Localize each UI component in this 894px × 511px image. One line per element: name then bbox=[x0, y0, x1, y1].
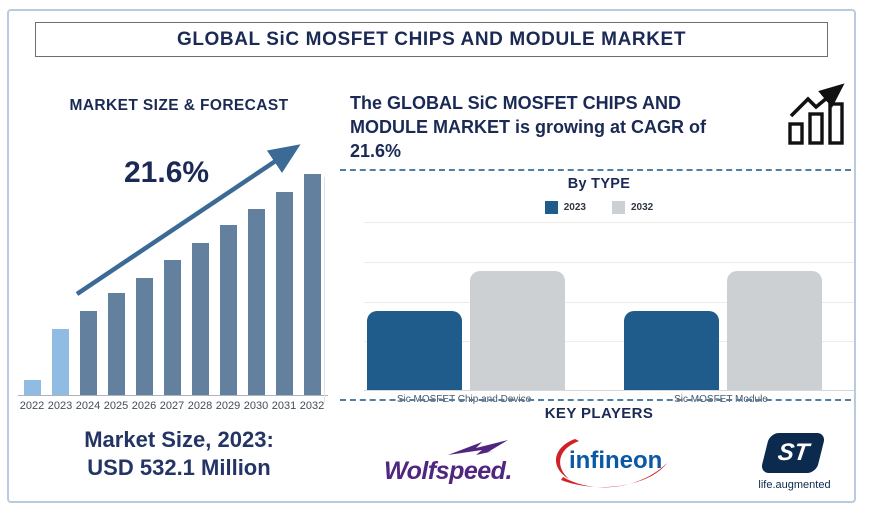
legend-swatch-2023 bbox=[544, 201, 558, 214]
growth-arrow-icon bbox=[75, 144, 301, 296]
forecast-bar-2030 bbox=[247, 209, 265, 395]
year-label-2030: 2030 bbox=[243, 400, 269, 412]
legend-label-2032: 2032 bbox=[631, 202, 654, 213]
year-label-2026: 2026 bbox=[131, 400, 157, 412]
st-tagline: life.augmented bbox=[758, 479, 831, 491]
st-logo: ST life.augmented bbox=[737, 427, 852, 503]
wolfspeed-logo: Wolfspeed. bbox=[384, 439, 524, 499]
forecast-axis-line bbox=[18, 395, 328, 396]
growth-chart-icon bbox=[788, 83, 845, 145]
dashed-divider-top bbox=[340, 169, 851, 171]
infineon-logo: infineon bbox=[549, 427, 677, 499]
bar-2032-chip-and-device bbox=[470, 271, 565, 390]
title-box: GLOBAL SiC MOSFET CHIPS AND MODULE MARKE… bbox=[35, 22, 828, 57]
forecast-col-2022 bbox=[18, 162, 46, 395]
year-label-2022: 2022 bbox=[19, 400, 45, 412]
forecast-bar-2022 bbox=[23, 380, 41, 395]
year-label-2025: 2025 bbox=[103, 400, 129, 412]
growth-statement: The GLOBAL SiC MOSFET CHIPS AND MODULE M… bbox=[350, 93, 706, 162]
wolfspeed-wordmark: Wolfspeed. bbox=[384, 457, 512, 485]
forecast-bar-2028 bbox=[191, 243, 209, 395]
forecast-bars bbox=[18, 162, 326, 395]
cagr-value: 21.6% bbox=[124, 156, 210, 189]
st-badge: ST bbox=[760, 433, 826, 473]
type-bar-group-module bbox=[624, 271, 822, 390]
year-label-2024: 2024 bbox=[75, 400, 101, 412]
year-label-2032: 2032 bbox=[299, 400, 325, 412]
market-size-line2: USD 532.1 Million bbox=[87, 455, 271, 481]
type-chart bbox=[364, 222, 854, 391]
year-label-2029: 2029 bbox=[215, 400, 241, 412]
section-divider bbox=[324, 177, 325, 403]
forecast-bar-2027 bbox=[163, 260, 181, 395]
gridline bbox=[364, 341, 854, 342]
forecast-col-2024 bbox=[74, 162, 102, 395]
gridline bbox=[364, 302, 854, 303]
legend-swatch-2032 bbox=[612, 201, 625, 214]
forecast-col-2030 bbox=[242, 162, 270, 395]
market-size-line1: Market Size, 2023: bbox=[84, 427, 274, 452]
page-title: GLOBAL SiC MOSFET CHIPS AND MODULE MARKE… bbox=[176, 28, 687, 50]
chart-legend: 2023 2032 bbox=[349, 201, 849, 214]
infineon-swoosh-icon bbox=[556, 439, 667, 488]
dashed-divider-bottom bbox=[340, 399, 851, 401]
legend-item-2032: 2032 bbox=[612, 201, 653, 214]
by-type-heading: By TYPE bbox=[567, 176, 631, 192]
type-bar-group-chip bbox=[367, 271, 565, 390]
legend-label-2023: 2023 bbox=[563, 202, 586, 213]
forecast-bar-2023 bbox=[51, 329, 69, 395]
forecast-col-2023 bbox=[46, 162, 74, 395]
bar-2023-chip-and-device bbox=[367, 311, 462, 390]
year-label-2027: 2027 bbox=[159, 400, 185, 412]
forecast-col-2029 bbox=[214, 162, 242, 395]
forecast-years: 2022 2023 2024 2025 2026 2027 2028 2029 2030 2031… bbox=[18, 400, 326, 412]
type-chart-baseline bbox=[364, 390, 854, 391]
st-wordmark: ST bbox=[775, 439, 811, 466]
key-players-heading: KEY PLAYERS bbox=[544, 405, 654, 422]
gridline bbox=[364, 262, 854, 263]
forecast-bar-2024 bbox=[79, 311, 97, 395]
year-label-2028: 2028 bbox=[187, 400, 213, 412]
gridline bbox=[364, 222, 854, 223]
year-label-2031: 2031 bbox=[271, 400, 297, 412]
forecast-bar-2025 bbox=[107, 293, 125, 395]
forecast-col-2032 bbox=[298, 162, 326, 395]
forecast-bar-2031 bbox=[275, 192, 293, 395]
bar-2032-module bbox=[727, 271, 822, 390]
forecast-col-2028 bbox=[186, 162, 214, 395]
year-label-2023: 2023 bbox=[47, 400, 73, 412]
infineon-wordmark: infineon bbox=[569, 447, 663, 474]
outer-frame: GLOBAL SiC MOSFET CHIPS AND MODULE MARKE… bbox=[7, 9, 856, 503]
legend-item-2023: 2023 bbox=[544, 201, 586, 214]
market-size-callout: Market Size, 2023: USD 532.1 Million bbox=[19, 426, 339, 482]
forecast-col-2026 bbox=[130, 162, 158, 395]
wolfspeed-swoosh-icon bbox=[448, 440, 508, 455]
forecast-bar-2026 bbox=[135, 278, 153, 395]
forecast-col-2027 bbox=[158, 162, 186, 395]
forecast-col-2031 bbox=[270, 162, 298, 395]
forecast-col-2025 bbox=[102, 162, 130, 395]
forecast-bar-2032 bbox=[303, 174, 321, 395]
forecast-heading: MARKET SIZE & FORECAST bbox=[69, 97, 289, 114]
forecast-bar-2029 bbox=[219, 225, 237, 395]
bar-2023-module bbox=[624, 311, 719, 390]
